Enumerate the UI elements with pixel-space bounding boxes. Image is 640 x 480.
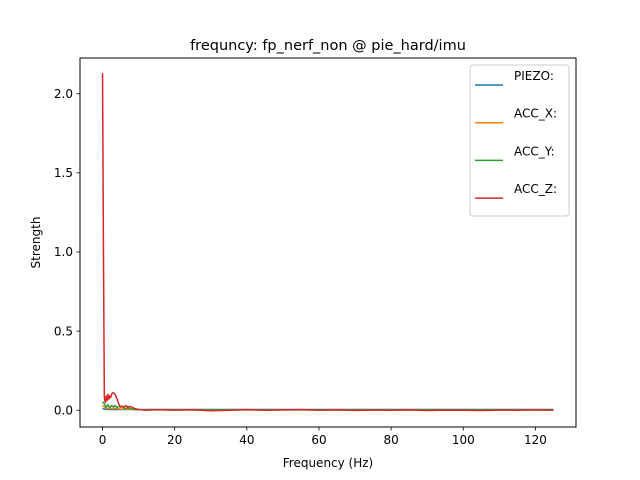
plot-frame [79,57,577,428]
y-tick-label: 0.5 [54,324,73,338]
x-tick-label: 20 [167,433,182,447]
y-axis: 0.0 0.5 1.0 1.5 2.0 [54,87,80,417]
y-tick-label: 2.0 [54,87,73,101]
x-tick-label: 100 [452,433,475,447]
legend-label: ACC_Y: [514,144,555,158]
x-axis-label: Frequency (Hz) [283,456,374,470]
x-tick-label: 60 [311,433,326,447]
x-tick-label: 120 [524,433,547,447]
y-tick-label: 1.5 [54,166,73,180]
y-axis-label: Strength [29,217,43,269]
legend: PIEZO: ACC_X: ACC_Y: ACC_Z: [469,64,570,217]
plot-lines [101,73,554,412]
x-tick-label: 80 [383,433,398,447]
y-tick-label: 1.0 [54,245,73,259]
chart-title: frequncy: fp_nerf_non @ pie_hard/imu [190,38,466,54]
legend-label: ACC_Z: [514,182,557,196]
series-line-3 [101,73,554,412]
x-tick-label: 0 [99,433,107,447]
legend-box [469,64,570,217]
legend-label: ACC_X: [514,107,557,121]
x-axis: 0 20 40 60 80 100 120 [99,427,547,447]
y-tick-label: 0.0 [54,403,73,417]
legend-label: PIEZO: [514,69,554,83]
x-tick-label: 40 [239,433,254,447]
